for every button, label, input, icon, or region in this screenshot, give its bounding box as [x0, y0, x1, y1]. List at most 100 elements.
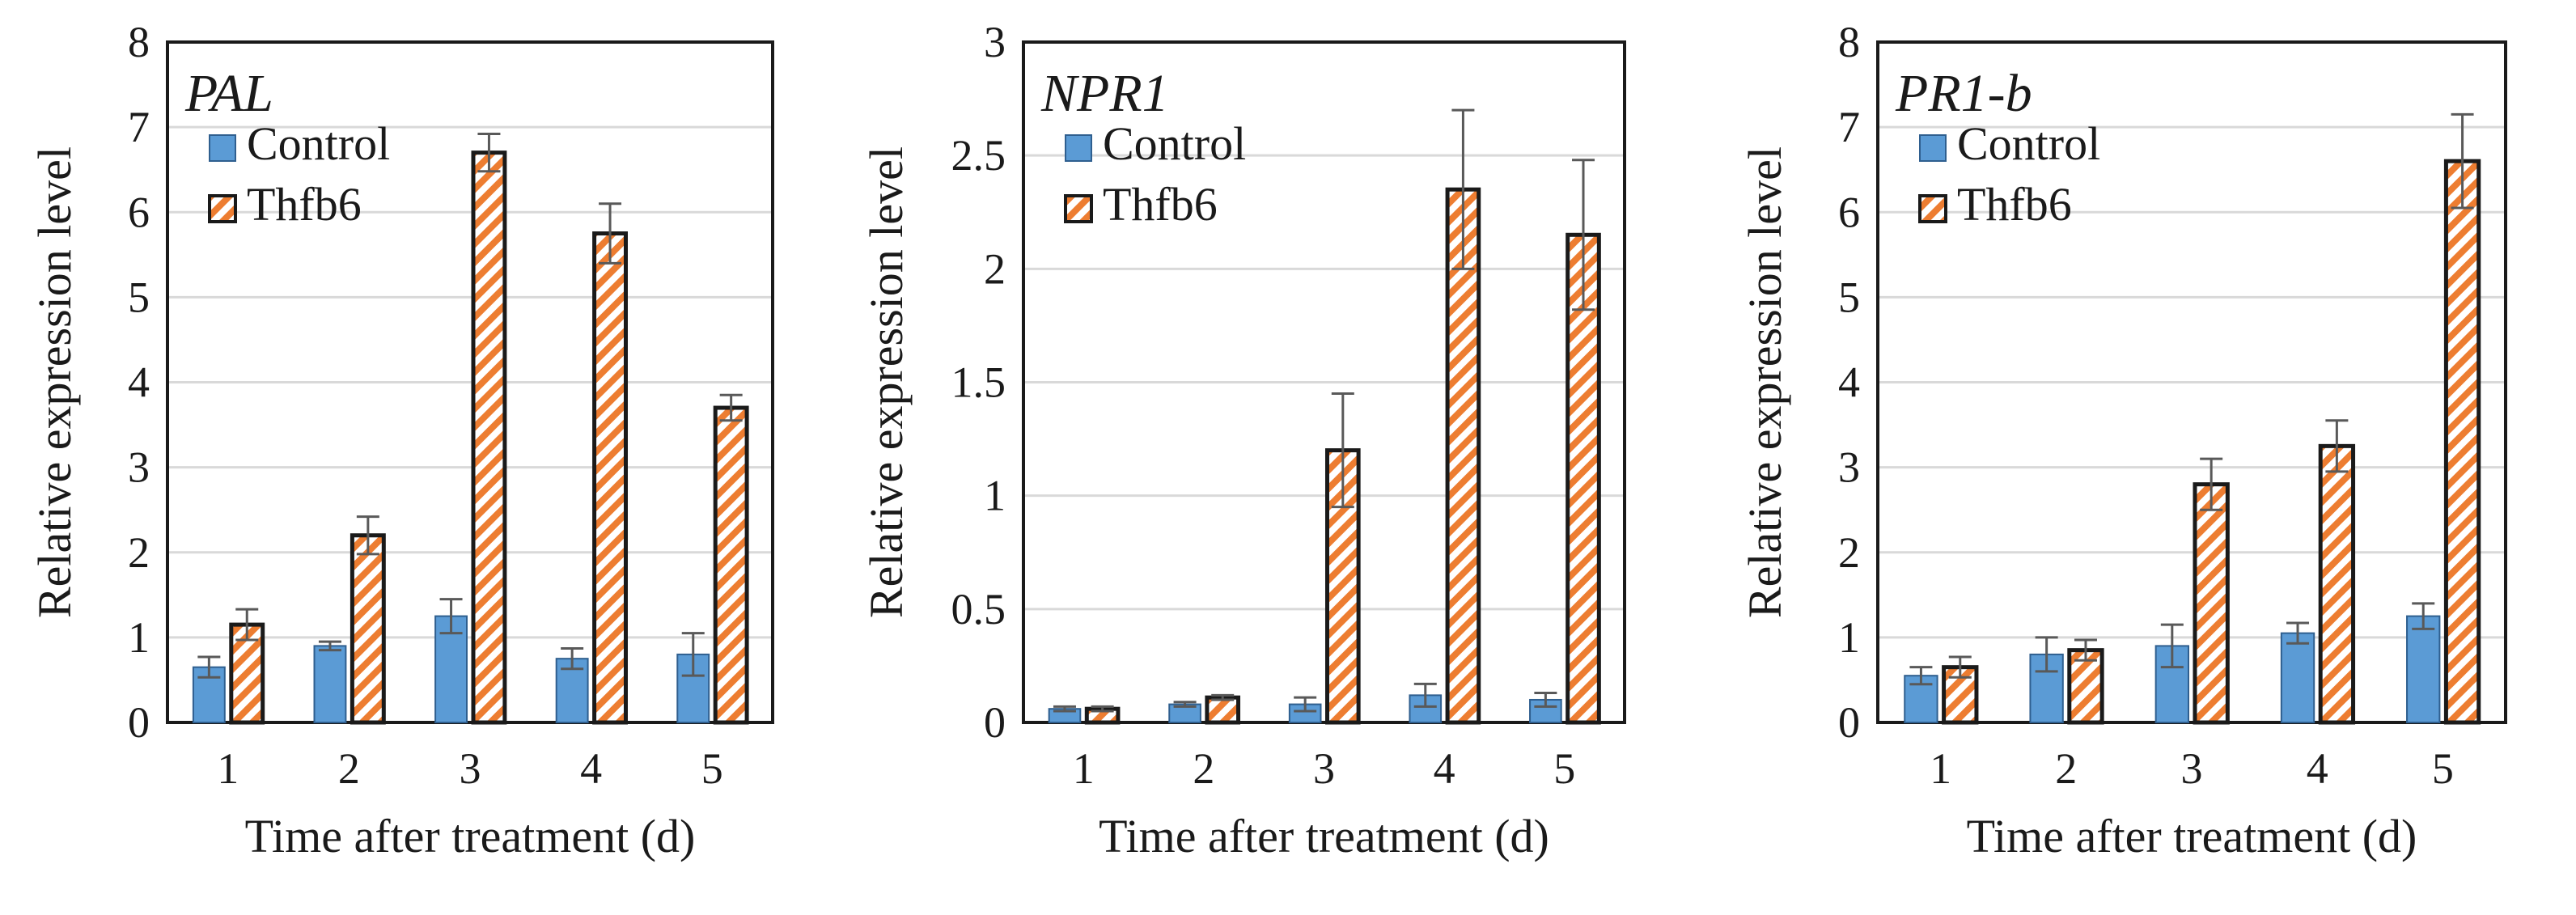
bar-control-4 — [2280, 632, 2315, 724]
x-axis-title: Time after treatment (d) — [245, 810, 696, 862]
legend-label-control: Control — [247, 117, 390, 170]
bar-thfb6-2 — [1205, 695, 1241, 725]
error-bar — [1173, 701, 1197, 708]
legend-swatch-thfb6 — [1918, 194, 1947, 223]
y-tick-label: 0 — [984, 698, 1006, 747]
error-bar — [1211, 693, 1235, 701]
plot-frame — [166, 40, 774, 724]
legend: Control Thfb6 — [1064, 117, 1246, 231]
bar-control-2 — [313, 645, 347, 724]
y-tick-label: 4 — [128, 358, 150, 407]
error-bar — [2412, 602, 2435, 630]
error-bar — [2160, 623, 2184, 669]
x-tick-label: 2 — [2055, 744, 2077, 793]
error-bar — [235, 608, 259, 642]
y-tick-label: 1 — [984, 472, 1006, 520]
x-tick-label: 5 — [701, 744, 723, 793]
y-tick-label: 2 — [128, 528, 150, 577]
y-tick-label: 6 — [1838, 188, 1860, 236]
error-bar — [1534, 692, 1557, 708]
bar-thfb6-5 — [2443, 159, 2481, 725]
bar-thfb6-4 — [592, 231, 628, 725]
y-tick-label: 3 — [984, 18, 1006, 66]
x-axis-title: Time after treatment (d) — [1967, 810, 2417, 862]
panel-title: PAL — [184, 64, 273, 123]
y-tick-label: 5 — [1838, 273, 1860, 321]
bar-thfb6-4 — [2318, 443, 2356, 725]
legend-label-thfb6: Thfb6 — [247, 178, 362, 231]
y-axis-title: Relative expression level — [1739, 146, 1791, 618]
y-tick-label: 0 — [128, 698, 150, 747]
error-bar — [2286, 621, 2310, 645]
y-tick-label: 3 — [1838, 443, 1860, 492]
error-bar — [2325, 419, 2349, 473]
error-bar — [197, 655, 221, 679]
legend: Control Thfb6 — [1918, 117, 2100, 231]
y-tick-label: 5 — [128, 273, 150, 321]
error-bar — [1294, 696, 1317, 713]
bar-thfb6-4 — [1445, 187, 1481, 725]
panel-title: PR1-b — [1895, 64, 2032, 123]
legend-swatch-control — [1919, 134, 1947, 162]
x-tick-label: 2 — [338, 744, 360, 793]
error-bar — [1331, 392, 1354, 509]
y-tick-label: 2 — [984, 244, 1006, 293]
bar-control-5 — [2406, 615, 2441, 723]
error-bar — [477, 133, 501, 173]
y-tick-label: 1 — [1838, 613, 1860, 662]
y-tick-label: 0.5 — [951, 585, 1006, 633]
panel-title: NPR1 — [1040, 64, 1169, 123]
y-tick-label: 1 — [128, 613, 150, 662]
legend-swatch-thfb6 — [1064, 194, 1093, 223]
error-bar — [1053, 705, 1076, 713]
x-tick-label: 3 — [1313, 744, 1335, 793]
error-bar — [318, 640, 341, 652]
error-bar — [2074, 638, 2097, 662]
bar-thfb6-5 — [713, 405, 749, 725]
x-tick-label: 3 — [460, 744, 481, 793]
error-bar — [719, 393, 743, 422]
y-axis-title: Relative expression level — [28, 146, 81, 618]
legend-swatch-control — [209, 134, 236, 162]
error-bar — [599, 202, 622, 265]
legend-label-thfb6: Thfb6 — [1957, 178, 2072, 231]
error-bar — [1451, 108, 1475, 270]
y-tick-label: 0 — [1838, 698, 1860, 747]
error-bar — [681, 632, 705, 677]
legend-swatch-control — [1065, 134, 1092, 162]
x-tick-label: 2 — [1193, 744, 1214, 793]
y-tick-label: 6 — [128, 188, 150, 236]
y-tick-label: 2 — [1838, 528, 1860, 577]
x-tick-label: 1 — [1073, 744, 1095, 793]
error-bar — [1909, 666, 1933, 686]
x-tick-label: 4 — [1434, 744, 1455, 793]
error-bar — [561, 647, 584, 671]
error-bar — [1572, 159, 1595, 311]
error-bar — [1948, 655, 1972, 679]
bar-thfb6-2 — [350, 533, 386, 725]
x-tick-label: 5 — [2432, 744, 2454, 793]
legend: Control Thfb6 — [208, 117, 390, 231]
legend-label-control: Control — [1957, 117, 2100, 170]
y-tick-label: 1.5 — [951, 358, 1006, 407]
legend-swatch-thfb6 — [208, 194, 237, 223]
legend-label-control: Control — [1103, 117, 1246, 170]
y-tick-label: 8 — [1838, 18, 1860, 66]
error-bar — [2035, 636, 2058, 673]
error-bar — [356, 515, 379, 556]
y-tick-label: 7 — [1838, 103, 1860, 151]
bar-control-3 — [2154, 645, 2189, 724]
y-tick-label: 4 — [1838, 358, 1860, 407]
error-bar — [2200, 457, 2223, 511]
plot-frame — [1022, 40, 1626, 724]
error-bar — [1091, 705, 1114, 713]
y-tick-label: 7 — [128, 103, 150, 151]
error-bar — [439, 598, 463, 635]
x-tick-label: 3 — [2181, 744, 2203, 793]
error-bar — [1413, 682, 1437, 708]
y-tick-label: 3 — [128, 443, 150, 492]
